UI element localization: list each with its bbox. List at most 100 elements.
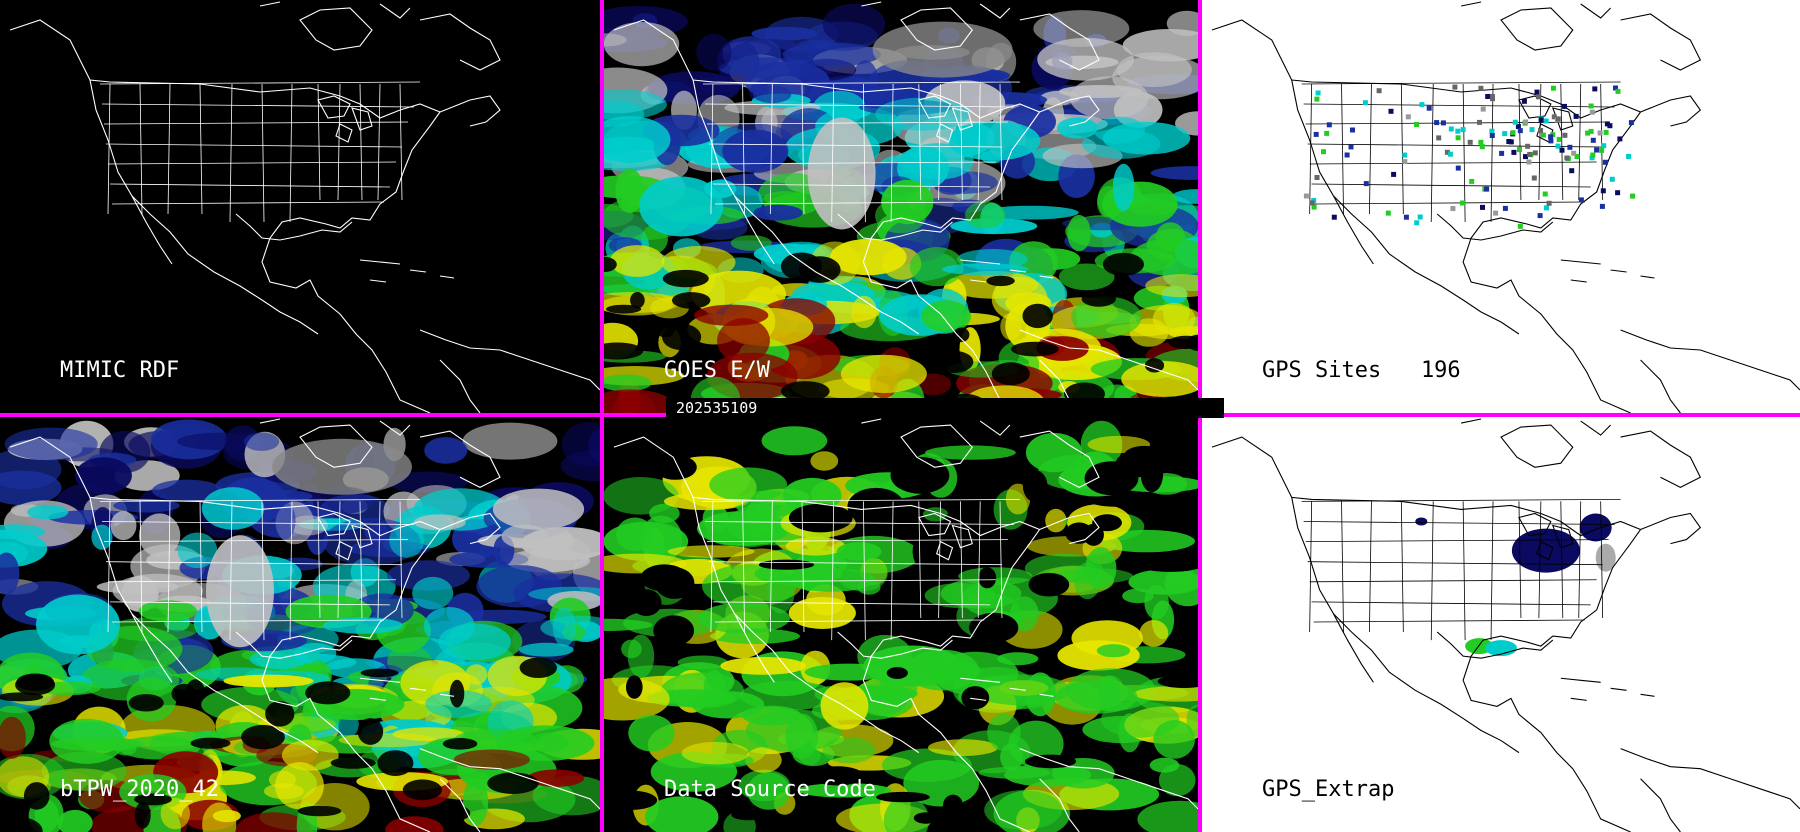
moisture-cell (987, 713, 1021, 752)
moisture-cell (462, 422, 558, 460)
moisture-cell (1144, 584, 1169, 620)
no-data-gap (1011, 341, 1059, 357)
coastline-westCoast (89, 79, 319, 335)
state-boundary (1600, 83, 1604, 201)
gps-site-marker (1403, 214, 1409, 220)
coastline-northAmerica (613, 436, 1041, 832)
gps-site-marker (1489, 128, 1495, 134)
moisture-cell (1058, 263, 1115, 291)
moisture-cell (1096, 644, 1131, 658)
state-boundary (1490, 83, 1494, 223)
no-data-gap (605, 790, 658, 810)
gps-site-marker (1532, 150, 1538, 156)
state-boundary (1578, 501, 1582, 618)
coastline-baja (131, 613, 173, 683)
gps-site-marker (1548, 134, 1554, 140)
gps-site-marker (1324, 130, 1330, 136)
gps-site-marker (1562, 103, 1567, 109)
state-boundary (960, 83, 963, 201)
moisture-field (604, 3, 1198, 413)
state-boundary (139, 501, 143, 633)
moisture-cell (112, 573, 203, 609)
gps-site-marker (1502, 205, 1508, 211)
coastline-westCoast (89, 497, 319, 754)
timestamp-text: 202535109 (676, 399, 758, 417)
gps-site-marker (1489, 133, 1495, 138)
gps-site-marker (1546, 200, 1552, 206)
no-data-gap (942, 794, 964, 817)
gps-site-marker (1331, 214, 1337, 220)
state-boundary (938, 501, 941, 618)
gps-site-marker (1444, 149, 1450, 155)
moisture-cell (1122, 588, 1154, 604)
no-data-gap (662, 269, 709, 288)
gps-site-marker (1613, 85, 1618, 91)
state-boundary (167, 83, 171, 215)
state-boundary (1400, 83, 1404, 215)
gps-site-marker (1414, 220, 1420, 226)
no-data-gap (886, 667, 908, 679)
goes-ew-map (604, 1, 1198, 413)
moisture-cell (681, 741, 750, 765)
gps-site-marker (1480, 106, 1486, 112)
gps-site-marker (1538, 128, 1544, 133)
moisture-cell (857, 634, 913, 678)
gps-site-marker (1517, 128, 1523, 134)
gps-site-marker (1480, 204, 1485, 210)
state-boundary (109, 183, 391, 188)
moisture-cell (810, 451, 839, 471)
no-data-gap (953, 327, 970, 343)
moisture-cell (1121, 361, 1198, 397)
coastline-gulf (837, 213, 953, 241)
moisture-cell (822, 3, 886, 45)
gps-site-marker (1559, 147, 1565, 153)
state-boundary (801, 501, 805, 633)
no-data-gap (1123, 445, 1165, 467)
moisture-cell (604, 116, 671, 164)
state-boundary (1538, 501, 1542, 618)
moisture-cell (840, 354, 927, 393)
moisture-cell (0, 552, 20, 595)
no-data-gap (171, 683, 197, 704)
state-boundary (1311, 183, 1591, 188)
state-boundary (107, 579, 397, 583)
moisture-cell (462, 778, 489, 826)
no-data-gap (604, 257, 617, 272)
no-data-gap (631, 589, 662, 616)
state-boundary (890, 501, 894, 641)
coastline-baja (131, 195, 173, 265)
no-data-gap (909, 604, 952, 641)
gps-extrap-map (1211, 418, 1800, 832)
moisture-cell (797, 783, 892, 798)
gps-site-marker (1455, 165, 1461, 171)
moisture-cell (697, 603, 790, 634)
panel-label-gps-extrap: GPS_Extrap (1262, 777, 1395, 802)
moisture-cell (883, 796, 930, 832)
moisture-cell (320, 494, 391, 525)
coastline-baja (1333, 195, 1374, 265)
gps-site-marker (1315, 90, 1321, 96)
gps-site-marker (1551, 114, 1557, 120)
no-data-gap (1081, 290, 1116, 307)
state-boundary (769, 501, 773, 633)
extrap-blob (1511, 528, 1580, 573)
state-boundary (938, 83, 941, 201)
state-boundary (1301, 81, 1621, 85)
moisture-cell (730, 235, 772, 251)
state-boundary (999, 83, 1003, 201)
coastline-caribbean (1560, 677, 1655, 701)
gps-site-marker (1405, 114, 1411, 120)
no-data-gap (620, 417, 663, 444)
gps-site-marker (1478, 139, 1484, 145)
extrap-blob (1415, 517, 1428, 526)
moisture-cell (453, 749, 530, 770)
gps-site-marker (1440, 120, 1446, 126)
moisture-cell (1145, 274, 1198, 298)
coastline-gulf (235, 631, 353, 659)
state-boundary (261, 501, 265, 641)
state-boundary (706, 121, 1008, 125)
gps-site-marker (1578, 197, 1584, 203)
moisture-cell (274, 501, 296, 540)
moisture-cell (75, 457, 132, 494)
gps-site-marker (1550, 85, 1556, 91)
